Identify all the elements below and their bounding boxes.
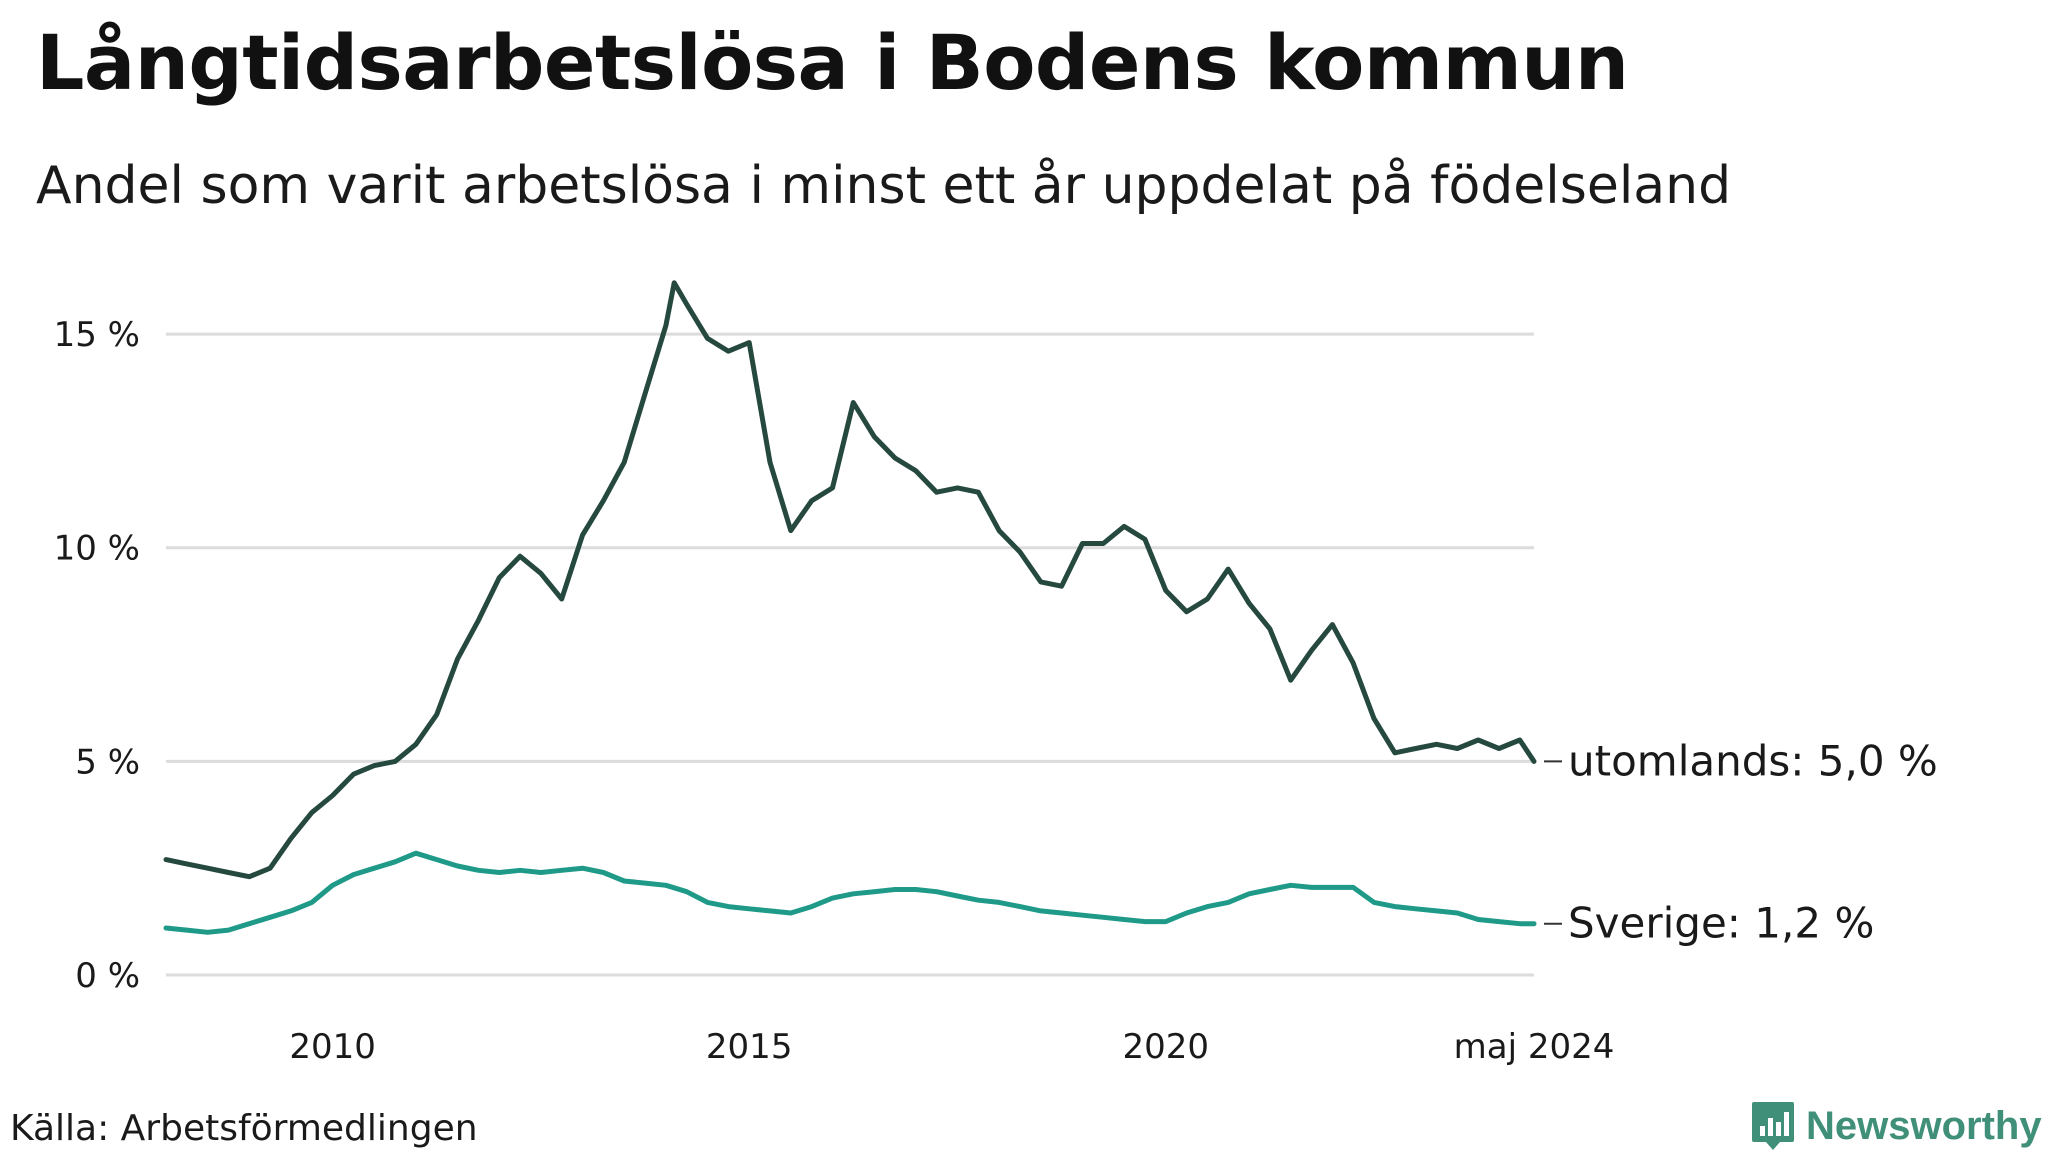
series-line-Sverige: [163, 850, 1537, 935]
y-tick-label: 10 %: [54, 529, 140, 569]
x-tick-label: maj 2024: [1454, 1027, 1615, 1067]
chart-title: Långtidsarbetslösa i Bodens kommun: [36, 18, 1629, 107]
chart-subtitle: Andel som varit arbetslösa i minst ett å…: [36, 156, 1732, 216]
y-tick-label: 0 %: [75, 956, 140, 996]
series-line-utomlands: [163, 280, 1537, 880]
line-chart: 0 % 5 % 10 % 15 % 2010 2015 2020 maj 2024 utomla…: [54, 280, 1938, 1067]
end-label-Sverige: Sverige: 1,2 %: [1568, 899, 1874, 948]
newsworthy-logo-icon: [1752, 1102, 1794, 1150]
y-tick-label: 5 %: [75, 742, 140, 782]
brand-logo: Newsworthy: [1750, 1100, 2042, 1152]
y-tick-label: 15 %: [54, 315, 140, 355]
brand-name: Newsworthy: [1806, 1103, 2042, 1148]
x-tick-label: 2015: [706, 1027, 793, 1067]
x-tick-label: 2010: [289, 1027, 376, 1067]
x-tick-label: 2020: [1122, 1027, 1209, 1067]
end-label-utomlands: utomlands: 5,0 %: [1568, 736, 1938, 785]
source-note: Källa: Arbetsförmedlingen: [10, 1108, 478, 1149]
